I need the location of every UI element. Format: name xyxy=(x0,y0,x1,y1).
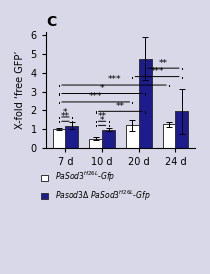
Text: **: ** xyxy=(98,112,107,121)
Text: ***: *** xyxy=(150,67,164,76)
Bar xyxy=(102,130,115,148)
Text: ***: *** xyxy=(107,75,121,84)
Text: *: * xyxy=(63,108,68,116)
Text: C: C xyxy=(46,15,56,29)
Text: *: * xyxy=(100,116,104,125)
Text: **: ** xyxy=(159,59,168,68)
Bar xyxy=(66,126,78,148)
Bar xyxy=(139,59,152,148)
Text: **: ** xyxy=(61,112,70,121)
Bar xyxy=(89,139,102,148)
Bar xyxy=(53,129,66,148)
Y-axis label: X-fold ‘free GFP’: X-fold ‘free GFP’ xyxy=(15,50,25,129)
Bar xyxy=(126,125,139,148)
Legend: $\it{PaSod3^{H26L}}$-$\it{Gfp}$, $\it{Pasod3}$Δ $\it{PaSod3^{H26L}}$-$\it{Gfp}$: $\it{PaSod3^{H26L}}$-$\it{Gfp}$, $\it{Pa… xyxy=(38,167,153,206)
Text: ***: *** xyxy=(89,92,102,101)
Text: **: ** xyxy=(116,102,125,111)
Text: *: * xyxy=(100,84,104,93)
Bar xyxy=(175,111,188,148)
Bar xyxy=(163,124,175,148)
